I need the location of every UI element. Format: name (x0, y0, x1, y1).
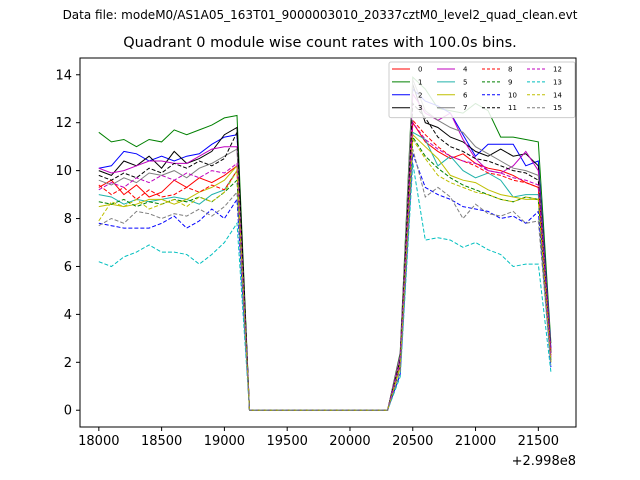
x-tick-label: 21500 (518, 434, 559, 449)
chart-title: Quadrant 0 module wise count rates with … (123, 35, 517, 51)
legend-label: 13 (553, 78, 562, 86)
y-tick-label: 8 (64, 212, 72, 227)
y-tick-label: 10 (55, 164, 72, 179)
legend-label: 2 (418, 91, 422, 99)
series-line-13 (98, 163, 552, 411)
x-tick-label: 20000 (329, 434, 370, 449)
legend-label: 9 (508, 78, 512, 86)
legend-label: 12 (553, 66, 562, 74)
x-tick-label: 21000 (455, 434, 496, 449)
legend-label: 14 (553, 91, 562, 99)
legend-label: 8 (508, 66, 512, 74)
legend-label: 1 (418, 78, 422, 86)
series-line-4 (98, 92, 552, 411)
series-line-8 (98, 119, 552, 411)
x-tick-label: 20500 (392, 434, 433, 449)
legend-label: 11 (508, 104, 517, 112)
legend-label: 4 (463, 66, 468, 74)
series-line-12 (98, 121, 552, 411)
y-tick-label: 2 (64, 356, 72, 371)
x-offset-label: +2.998e8 (512, 454, 576, 469)
y-tick-label: 4 (64, 308, 72, 323)
legend-label: 6 (463, 91, 468, 99)
legend-label: 15 (553, 104, 562, 112)
legend-label: 3 (418, 104, 422, 112)
legend-box (388, 61, 576, 119)
legend-label: 10 (508, 91, 517, 99)
x-tick-label: 19500 (267, 434, 308, 449)
series-line-7 (98, 79, 552, 411)
series-line-14 (98, 137, 552, 411)
figure-suptitle: Data file: modeM0/AS1A05_163T01_90000030… (62, 8, 578, 22)
plot-frame (79, 57, 577, 428)
x-tick-label: 18500 (141, 434, 182, 449)
y-tick-label: 0 (64, 404, 72, 419)
x-tick-label: 18000 (78, 434, 119, 449)
series-line-9 (98, 135, 552, 411)
x-tick-label: 19000 (204, 434, 245, 449)
legend-label: 5 (463, 78, 467, 86)
series-line-1 (98, 76, 552, 411)
legend-label: 0 (418, 66, 422, 74)
series-line-6 (98, 133, 552, 411)
y-tick-label: 14 (55, 68, 72, 83)
series-line-15 (98, 148, 552, 411)
y-tick-label: 12 (55, 116, 72, 131)
legend-label: 7 (463, 104, 467, 112)
y-tick-label: 6 (64, 260, 72, 275)
